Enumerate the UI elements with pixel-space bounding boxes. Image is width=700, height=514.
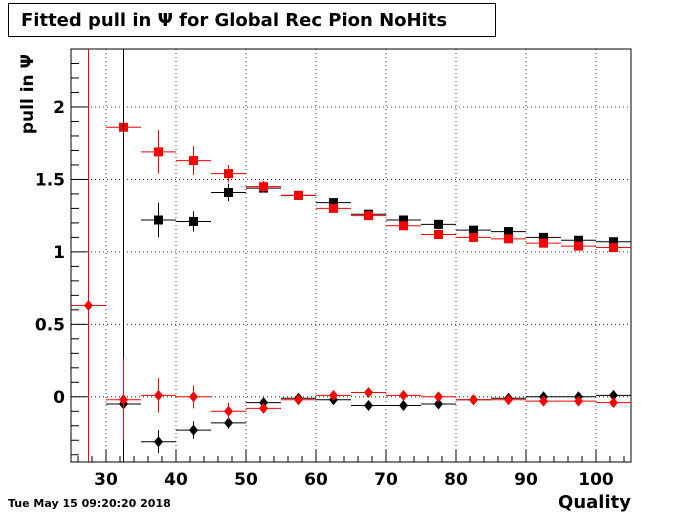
x-tick-label: 100 (578, 470, 614, 490)
x-axis-label: Quality (558, 492, 631, 513)
data-point-diamond (154, 389, 163, 401)
data-point-square (504, 227, 513, 237)
data-point-square (154, 215, 163, 225)
data-point-diamond (609, 397, 618, 409)
data-point-square (294, 190, 303, 200)
data-point-diamond (224, 405, 233, 417)
chart-title: Fitted pull in Ψ for Global Rec Pion NoH… (8, 3, 496, 37)
data-point-square (399, 221, 408, 231)
data-marks (71, 49, 631, 462)
data-point-square (224, 169, 233, 179)
data-point-diamond (259, 402, 268, 414)
data-point-diamond (294, 394, 303, 406)
series-2 (106, 76, 631, 253)
chart-title-text: Fitted pull in Ψ for Global Rec Pion NoH… (21, 9, 448, 31)
data-point-diamond (469, 394, 478, 406)
y-tick-label: 1.5 (35, 170, 65, 190)
data-point-square (539, 232, 548, 242)
data-point-square (469, 232, 478, 242)
data-point-square (504, 234, 513, 244)
x-tick-label: 60 (304, 470, 328, 490)
data-point-square (539, 238, 548, 248)
data-point-diamond (364, 399, 373, 411)
axes: 30 40 50 60 70 80 90 100 0 0.5 1 1.5 2 (35, 62, 625, 490)
data-point-square (189, 156, 198, 166)
data-point-diamond (399, 389, 408, 401)
x-tick-label: 80 (444, 470, 468, 490)
data-point-diamond (189, 391, 198, 403)
data-point-square (434, 219, 443, 229)
data-point-diamond (259, 397, 268, 409)
x-tick-label: 70 (374, 470, 398, 490)
data-point-square (434, 229, 443, 239)
data-point-square (259, 182, 268, 192)
data-point-square (329, 198, 338, 208)
data-point-square (574, 241, 583, 251)
series-1 (141, 183, 631, 247)
data-point-diamond (434, 398, 443, 410)
data-point-square (574, 235, 583, 245)
grid-lines (71, 49, 631, 462)
data-point-diamond (154, 436, 163, 448)
series-3 (106, 49, 631, 462)
data-point-square (469, 225, 478, 235)
y-tick-label: 0.5 (35, 315, 65, 335)
data-point-diamond (224, 417, 233, 429)
data-point-square (224, 187, 233, 197)
data-point-diamond (329, 389, 338, 401)
data-point-square (364, 211, 373, 221)
x-tick-label: 40 (164, 470, 188, 490)
data-point-diamond (574, 395, 583, 407)
y-tick-label: 1 (53, 243, 65, 263)
data-point-diamond (119, 394, 128, 406)
data-point-square (609, 243, 618, 253)
x-tick-label: 30 (94, 470, 118, 490)
series-4 (71, 49, 631, 462)
data-point-diamond (539, 395, 548, 407)
y-axis-label: pull in Ψ (18, 54, 38, 134)
data-point-square (154, 147, 163, 157)
timestamp: Tue May 15 09:20:20 2018 (8, 497, 171, 510)
data-point-diamond (434, 391, 443, 403)
plot-frame (70, 48, 632, 463)
data-point-square (609, 237, 618, 247)
data-point-diamond (189, 424, 198, 436)
data-point-square (329, 203, 338, 213)
x-tick-label: 50 (234, 470, 258, 490)
data-point-square (399, 215, 408, 225)
data-point-diamond (364, 386, 373, 398)
x-tick-label: 90 (514, 470, 538, 490)
data-point-diamond (399, 399, 408, 411)
data-point-diamond (504, 394, 513, 406)
data-point-square (189, 216, 198, 226)
y-tick-label: 2 (53, 98, 65, 118)
data-point-diamond (609, 389, 618, 401)
y-tick-label: 0 (53, 388, 65, 408)
data-point-diamond (84, 299, 93, 311)
